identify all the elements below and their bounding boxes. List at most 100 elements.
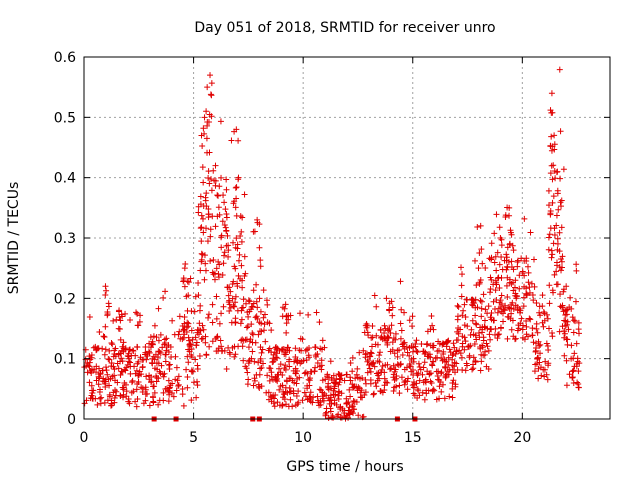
data-point (201, 276, 208, 283)
grid (84, 57, 610, 419)
data-point (487, 336, 494, 343)
data-point (504, 335, 511, 342)
data-point (438, 388, 445, 395)
data-point (136, 368, 143, 375)
data-point (213, 293, 220, 300)
data-point (260, 314, 267, 321)
data-point (425, 387, 432, 394)
data-point (472, 357, 479, 364)
data-point (546, 231, 553, 238)
data-point (525, 279, 532, 286)
data-point (549, 251, 556, 258)
data-point (331, 383, 338, 390)
data-point (373, 332, 380, 339)
data-point (384, 379, 391, 386)
data-point (553, 268, 560, 275)
data-point (289, 377, 296, 384)
data-point (415, 370, 422, 377)
data-point (180, 275, 187, 282)
data-point (461, 334, 468, 341)
data-point (322, 412, 329, 419)
data-point (363, 350, 370, 357)
data-point (527, 316, 534, 323)
data-point (394, 353, 401, 360)
data-point (303, 393, 310, 400)
data-point (96, 329, 103, 336)
data-point (458, 293, 465, 300)
data-point (553, 222, 560, 229)
data-point (521, 215, 528, 222)
data-point (484, 343, 491, 350)
data-point (232, 299, 239, 306)
data-point (157, 331, 164, 338)
data-point (240, 296, 247, 303)
data-point (194, 326, 201, 333)
data-point (195, 209, 202, 216)
data-point (459, 367, 466, 374)
data-point (512, 284, 519, 291)
data-point (329, 413, 336, 420)
data-point (122, 381, 129, 388)
data-point (96, 389, 103, 396)
data-point (227, 351, 234, 358)
data-point (361, 329, 368, 336)
data-point (207, 233, 214, 240)
data-point (318, 387, 325, 394)
data-point (206, 343, 213, 350)
data-point (86, 314, 93, 321)
data-point (250, 331, 257, 338)
data-point (327, 396, 334, 403)
data-point (447, 349, 454, 356)
data-point (106, 382, 113, 389)
data-point (240, 304, 247, 311)
data-point (512, 336, 519, 343)
data-point (527, 229, 534, 236)
data-point (316, 319, 323, 326)
data-point (257, 308, 264, 315)
data-point (417, 366, 424, 373)
data-point (304, 370, 311, 377)
data-point (205, 311, 212, 318)
data-point (243, 336, 250, 343)
data-point (497, 304, 504, 311)
data-point (504, 274, 511, 281)
data-point (517, 309, 524, 316)
data-point (257, 344, 264, 351)
data-point (479, 260, 486, 267)
data-point (199, 335, 206, 342)
data-point (349, 403, 356, 410)
x-axis-label: GPS time / hours (286, 459, 403, 475)
data-point (169, 390, 176, 397)
data-point (420, 379, 427, 386)
data-point (421, 396, 428, 403)
data-point (168, 354, 175, 361)
data-point (505, 304, 512, 311)
data-point (203, 135, 210, 142)
data-point (477, 345, 484, 352)
data-point (474, 224, 481, 231)
data-point (383, 337, 390, 344)
data-point (93, 369, 100, 376)
data-point (209, 319, 216, 326)
data-point (149, 355, 156, 362)
data-point (250, 287, 257, 294)
data-point (257, 257, 264, 264)
data-point (404, 375, 411, 382)
data-point (198, 335, 205, 342)
data-point (120, 339, 127, 346)
data-point (245, 376, 252, 383)
data-point (203, 203, 210, 210)
data-point (373, 303, 380, 310)
data-point (326, 400, 333, 407)
data-point (215, 274, 222, 281)
data-point (233, 212, 240, 219)
data-point (110, 317, 117, 324)
data-point (197, 193, 204, 200)
data-point (133, 309, 140, 316)
data-point (349, 381, 356, 388)
data-point (113, 316, 120, 323)
data-point (478, 298, 485, 305)
data-point (310, 394, 317, 401)
data-point (458, 354, 465, 361)
data-point (147, 334, 154, 341)
